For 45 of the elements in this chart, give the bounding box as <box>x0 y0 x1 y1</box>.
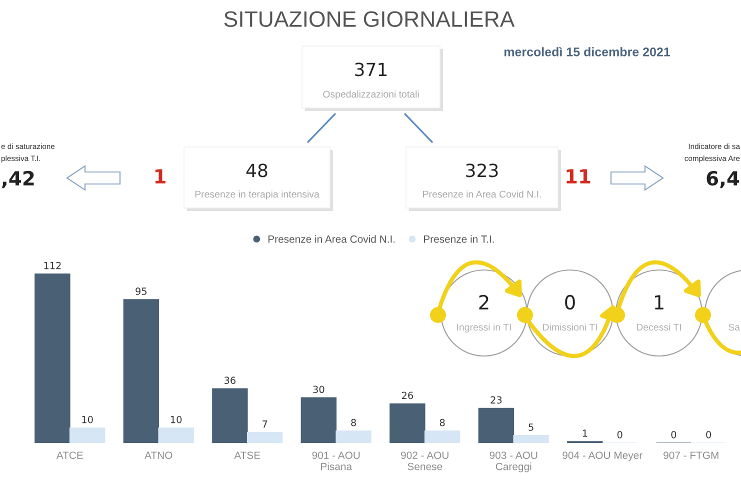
text: 11 <box>566 169 590 184</box>
data-label: 112 <box>44 262 61 270</box>
data-label: 26 <box>402 392 414 400</box>
x-tick-label: 903 - AOU Careggi <box>490 452 538 472</box>
annotation: 0 <box>565 294 575 310</box>
annotation: Decessi TI <box>636 323 681 331</box>
annotation: 1 <box>654 295 664 310</box>
data-label: 10 <box>82 416 93 424</box>
data-label: 30 <box>313 386 324 394</box>
x-tick-label: 904 - AOU Meyer <box>562 452 642 462</box>
annotation: Ingressi in TI <box>457 323 511 333</box>
annotation: 2 <box>479 294 488 310</box>
annotation: Dimissioni TI <box>543 323 597 331</box>
data-label: 23 <box>490 396 502 404</box>
text: 323 <box>466 164 498 178</box>
data-label: 95 <box>136 288 147 295</box>
text: 371 <box>355 62 387 76</box>
data-label: 5 <box>528 424 534 431</box>
text: Presenze in Area Covid N.I. <box>423 190 541 198</box>
data-label: 0 <box>706 430 712 438</box>
text: ,42 <box>2 170 34 188</box>
text: 1 <box>155 169 166 184</box>
data-label: 8 <box>440 418 445 426</box>
text: Ospedalizzazioni totali <box>323 90 419 100</box>
text: 48 <box>246 164 268 178</box>
x-tick-label: ATCE <box>56 452 83 459</box>
x-tick-label: 902 - AOU Senese <box>401 452 448 470</box>
x-tick-label: 907 - FTGM <box>664 452 718 459</box>
text: Presenze in terapia intensiva <box>195 190 320 200</box>
x-tick-label: ATSE <box>234 452 260 459</box>
legend-label: Presenze in Area Covid N.I. <box>268 235 395 243</box>
x-tick-label: 901 - AOU Pisana <box>312 452 360 470</box>
data-label: 36 <box>224 376 236 384</box>
text: 6,4 <box>706 170 740 188</box>
x-tick-label: ATNO <box>144 452 172 459</box>
chart-title: SITUAZIONE GIORNALIERA <box>224 11 515 27</box>
data-label: 1 <box>582 430 588 437</box>
data-label: 7 <box>262 420 268 428</box>
data-label: 10 <box>170 416 182 424</box>
annotation: Sa <box>728 324 740 331</box>
legend-label: Presenze in T.I. <box>424 235 494 243</box>
data-label: 0 <box>671 430 676 438</box>
chart-subtitle: mercoledì 15 dicembre 2021 <box>504 47 670 56</box>
data-label: 8 <box>351 418 356 426</box>
data-label: 0 <box>617 430 622 438</box>
